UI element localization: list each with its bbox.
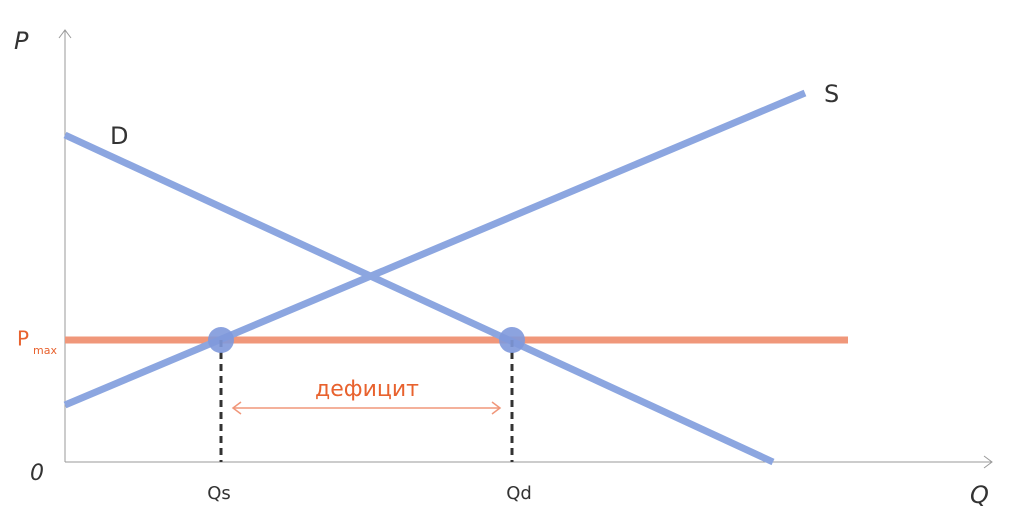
qd-label: Qd [506, 483, 532, 504]
demand-curve [63, 131, 775, 466]
x-arrow [983, 455, 993, 469]
y-arrow [58, 29, 72, 39]
origin-label: 0 [30, 461, 44, 486]
x-axis-label: Q [970, 481, 989, 509]
qs-label: Qs [207, 483, 231, 504]
pmax-subscript: max [33, 344, 57, 357]
y-axis-label: P [14, 27, 29, 55]
demand-label: D [110, 122, 128, 150]
shortage-arrow [231, 401, 502, 415]
arrow-left [231, 401, 242, 415]
pmax-label: P [17, 327, 29, 351]
supply-curve [63, 89, 807, 409]
supply-label: S [824, 80, 839, 108]
supply-point [208, 327, 234, 353]
arrow-right [491, 401, 502, 415]
axes [58, 29, 993, 469]
shortage-label: дефицит [315, 377, 419, 402]
demand-point [499, 327, 525, 353]
